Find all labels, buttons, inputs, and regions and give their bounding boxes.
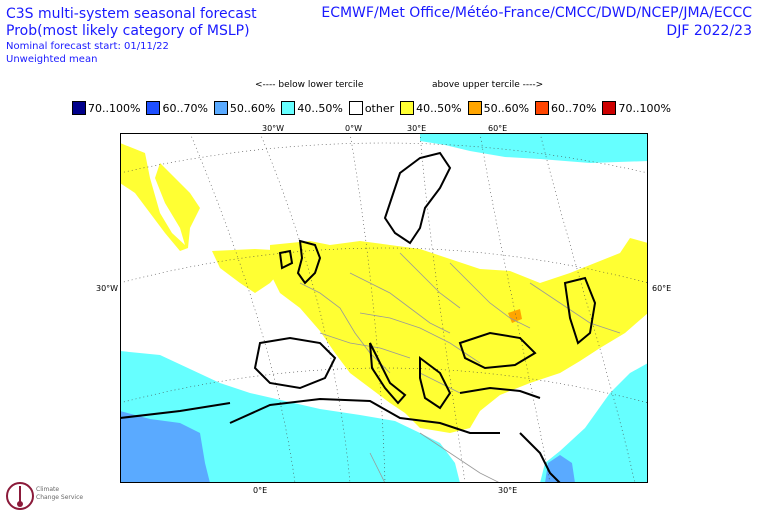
logo-text: Climate Change Service [36, 486, 83, 502]
above-tercile-label: above upper tercile ----> [432, 80, 544, 90]
legend-label: 60..70% [551, 101, 597, 115]
legend-label: 60..70% [162, 101, 208, 115]
map-title: C3S multi-system seasonal forecast [6, 6, 257, 22]
forecast-map [120, 133, 648, 483]
right-axis-label: 60°E [652, 284, 672, 293]
legend-label: 50..60% [483, 101, 530, 115]
left-axis-label: 30°W [96, 284, 119, 293]
top-axis-label: 0°W [345, 124, 362, 133]
color-legend: 70..100% 60..70% 50..60% 40..50% other 4… [72, 101, 677, 115]
graticule [120, 133, 648, 483]
country-borders [299, 252, 621, 483]
mean-note: Unweighted mean [6, 54, 98, 65]
blue-region [120, 411, 210, 483]
legend-item: 60..70% [535, 101, 596, 115]
legend-swatch [72, 101, 86, 115]
top-axis-label: 30°W [262, 124, 285, 133]
legend-label: 40..50% [416, 101, 462, 115]
orange-spot [508, 309, 522, 323]
legend-label: 70..100% [88, 101, 141, 115]
legend-label: 40..50% [297, 101, 343, 115]
legend-item: other [348, 101, 395, 115]
legend-label: 50..60% [229, 101, 276, 115]
cyan-region [120, 351, 460, 483]
legend-swatch [348, 101, 363, 115]
map-subtitle: Prob(most likely category of MSLP) [6, 23, 250, 39]
logo-line1: Climate [36, 486, 60, 493]
legend-item: 50..60% [213, 101, 276, 115]
systems-list: ECMWF/Met Office/Météo-France/CMCC/DWD/N… [321, 5, 752, 21]
coastlines [120, 151, 597, 483]
forecast-period: DJF 2022/23 [666, 23, 752, 39]
climate-logo-icon [6, 482, 34, 510]
legend-swatch [146, 101, 161, 115]
legend-item: 60..70% [146, 101, 208, 115]
forecast-start: Nominal forecast start: 01/11/22 [6, 41, 169, 52]
top-axis-label: 30°E [407, 124, 427, 133]
legend-swatch [535, 101, 550, 115]
map-frame [120, 133, 648, 483]
bottom-axis-label: 0°E [253, 486, 268, 495]
cyan-region [540, 363, 648, 483]
legend-swatch [400, 101, 415, 115]
cyan-region [420, 133, 648, 163]
legend-item: 50..60% [467, 101, 530, 115]
legend-swatch [602, 101, 617, 115]
header-left: C3S multi-system seasonal forecast Prob(… [6, 6, 257, 66]
legend-swatch [281, 101, 296, 115]
legend-item: 40..50% [281, 101, 343, 115]
logo-line2: Change Service [36, 494, 84, 501]
legend-swatch [213, 101, 228, 115]
legend-item: 70..100% [72, 101, 140, 115]
below-tercile-label: <---- below lower tercile [255, 80, 364, 90]
header-right: ECMWF/Met Office/Météo-France/CMCC/DWD/N… [321, 4, 752, 40]
legend-item: 40..50% [400, 101, 462, 115]
yellow-region [270, 238, 648, 433]
legend-swatch [467, 101, 482, 115]
top-axis-label: 60°E [488, 124, 508, 133]
yellow-region [120, 143, 200, 251]
legend-label: other [364, 101, 395, 115]
legend-label: 70..100% [618, 101, 671, 115]
bottom-axis-label: 30°E [498, 486, 518, 495]
legend-item: 70..100% [602, 101, 671, 115]
